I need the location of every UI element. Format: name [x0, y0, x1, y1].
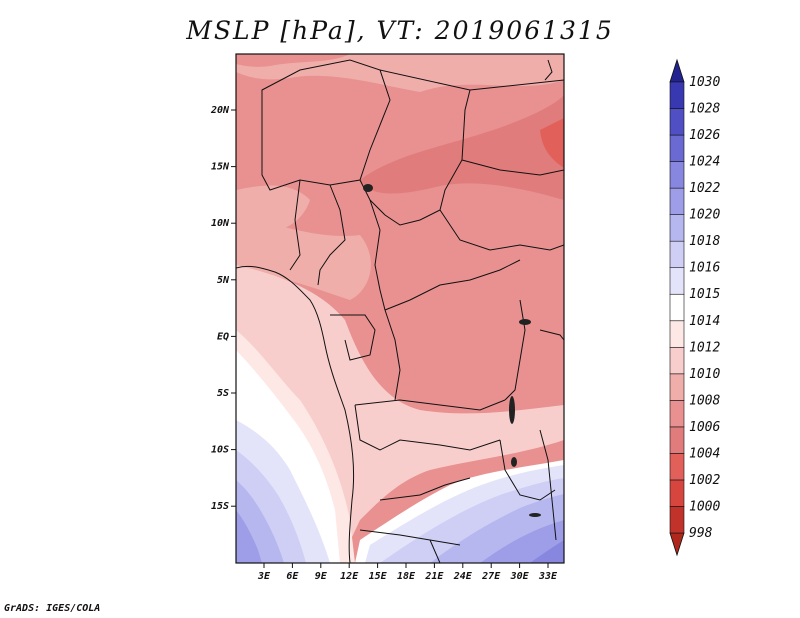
colorbar-label: 1022: [689, 181, 720, 196]
lat-label: 10S: [211, 445, 229, 456]
colorbar-segment: [669, 506, 685, 534]
lat-label: 15N: [211, 162, 230, 173]
colorbar-segment: [669, 214, 685, 242]
colorbar-label: 1008: [689, 393, 720, 408]
lon-label: 30E: [510, 571, 530, 582]
colorbar-label: 1006: [689, 420, 720, 435]
lat-label: EQ: [217, 331, 229, 342]
colorbar-label: 1015: [689, 287, 720, 302]
map-title: MSLP [hPa], VT: 2019061315: [186, 16, 614, 45]
lat-label: 20N: [210, 105, 230, 116]
colorbar-segment: [669, 81, 685, 109]
colorbar-label: 1010: [689, 367, 720, 382]
colorbar-low-triangle: [669, 532, 685, 557]
colorbar-segment: [669, 240, 685, 269]
lon-label: 33E: [538, 571, 558, 582]
colorbar-segment: [669, 479, 685, 507]
colorbar-label: 1016: [689, 261, 720, 276]
colorbar-label: 998: [689, 526, 713, 541]
lat-label: 15S: [211, 501, 229, 512]
colorbar-segment: [669, 187, 685, 215]
colorbar-label: 1030: [689, 75, 720, 90]
lat-label: 5N: [217, 275, 230, 286]
colorbar-segment: [669, 426, 685, 454]
latitude-axis: 20N 15N 10N 5N EQ 5S 10S 15S: [210, 105, 236, 512]
colorbar-high-triangle: [669, 58, 685, 83]
colorbar-segment: [669, 453, 685, 481]
lon-label: 21E: [424, 571, 444, 582]
country-borders: [236, 59, 564, 563]
colorbar-label: 1012: [689, 340, 720, 355]
lon-label: 18E: [397, 571, 416, 582]
lakes: [363, 184, 541, 517]
colorbar-segment: [669, 400, 685, 428]
pressure-field: [236, 54, 564, 563]
lon-label: 12E: [340, 571, 359, 582]
colorbar-segment: [669, 346, 685, 375]
lon-label: 6E: [286, 571, 299, 582]
credit-label: GrADS: IGES/COLA: [4, 603, 101, 614]
colorbar-segment: [669, 161, 685, 189]
colorbar-segment: [669, 108, 685, 136]
lat-label: 10N: [211, 218, 230, 229]
colorbar-label: 1002: [689, 473, 720, 488]
lon-label: 9E: [315, 571, 328, 582]
colorbar-segment: [669, 293, 685, 322]
colorbar: 998 1000 1002 1004 1006 1008 1010 1012 1014 1015 1…: [669, 58, 720, 557]
lon-label: 27E: [481, 571, 501, 582]
colorbar-segment: [669, 373, 685, 401]
colorbar-label: 1026: [689, 128, 720, 143]
colorbar-label: 1024: [689, 155, 720, 170]
colorbar-label: 1018: [689, 234, 720, 249]
colorbar-label: 1004: [689, 446, 720, 461]
colorbar-segment: [669, 134, 685, 162]
lon-label: 3E: [257, 571, 271, 582]
colorbar-label: 1000: [689, 499, 720, 514]
map-frame: [235, 53, 565, 564]
lat-label: 5S: [217, 388, 229, 399]
colorbar-label: 1020: [689, 208, 720, 223]
longitude-axis: 3E 6E 9E 12E 15E 18E 21E 24E 27E 30E 33E: [257, 563, 558, 582]
lon-label: 24E: [453, 571, 473, 582]
colorbar-segment: [669, 267, 685, 295]
colorbar-segment: [669, 320, 685, 348]
colorbar-label: 1014: [689, 314, 720, 329]
colorbar-label: 1028: [689, 102, 720, 117]
lon-label: 15E: [369, 571, 388, 582]
